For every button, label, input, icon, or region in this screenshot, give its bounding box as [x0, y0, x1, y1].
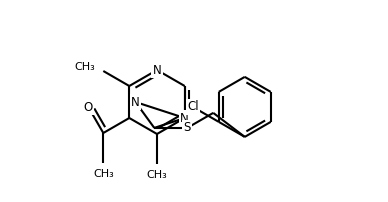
Text: CH₃: CH₃ [74, 62, 95, 72]
Text: CH₃: CH₃ [93, 169, 114, 179]
Text: O: O [84, 101, 93, 114]
Text: N: N [131, 96, 140, 108]
Text: Cl: Cl [187, 100, 199, 113]
Text: N: N [180, 112, 189, 124]
Text: N: N [180, 112, 189, 124]
Text: N: N [152, 63, 161, 77]
Text: S: S [184, 121, 191, 134]
Text: CH₃: CH₃ [147, 170, 167, 180]
